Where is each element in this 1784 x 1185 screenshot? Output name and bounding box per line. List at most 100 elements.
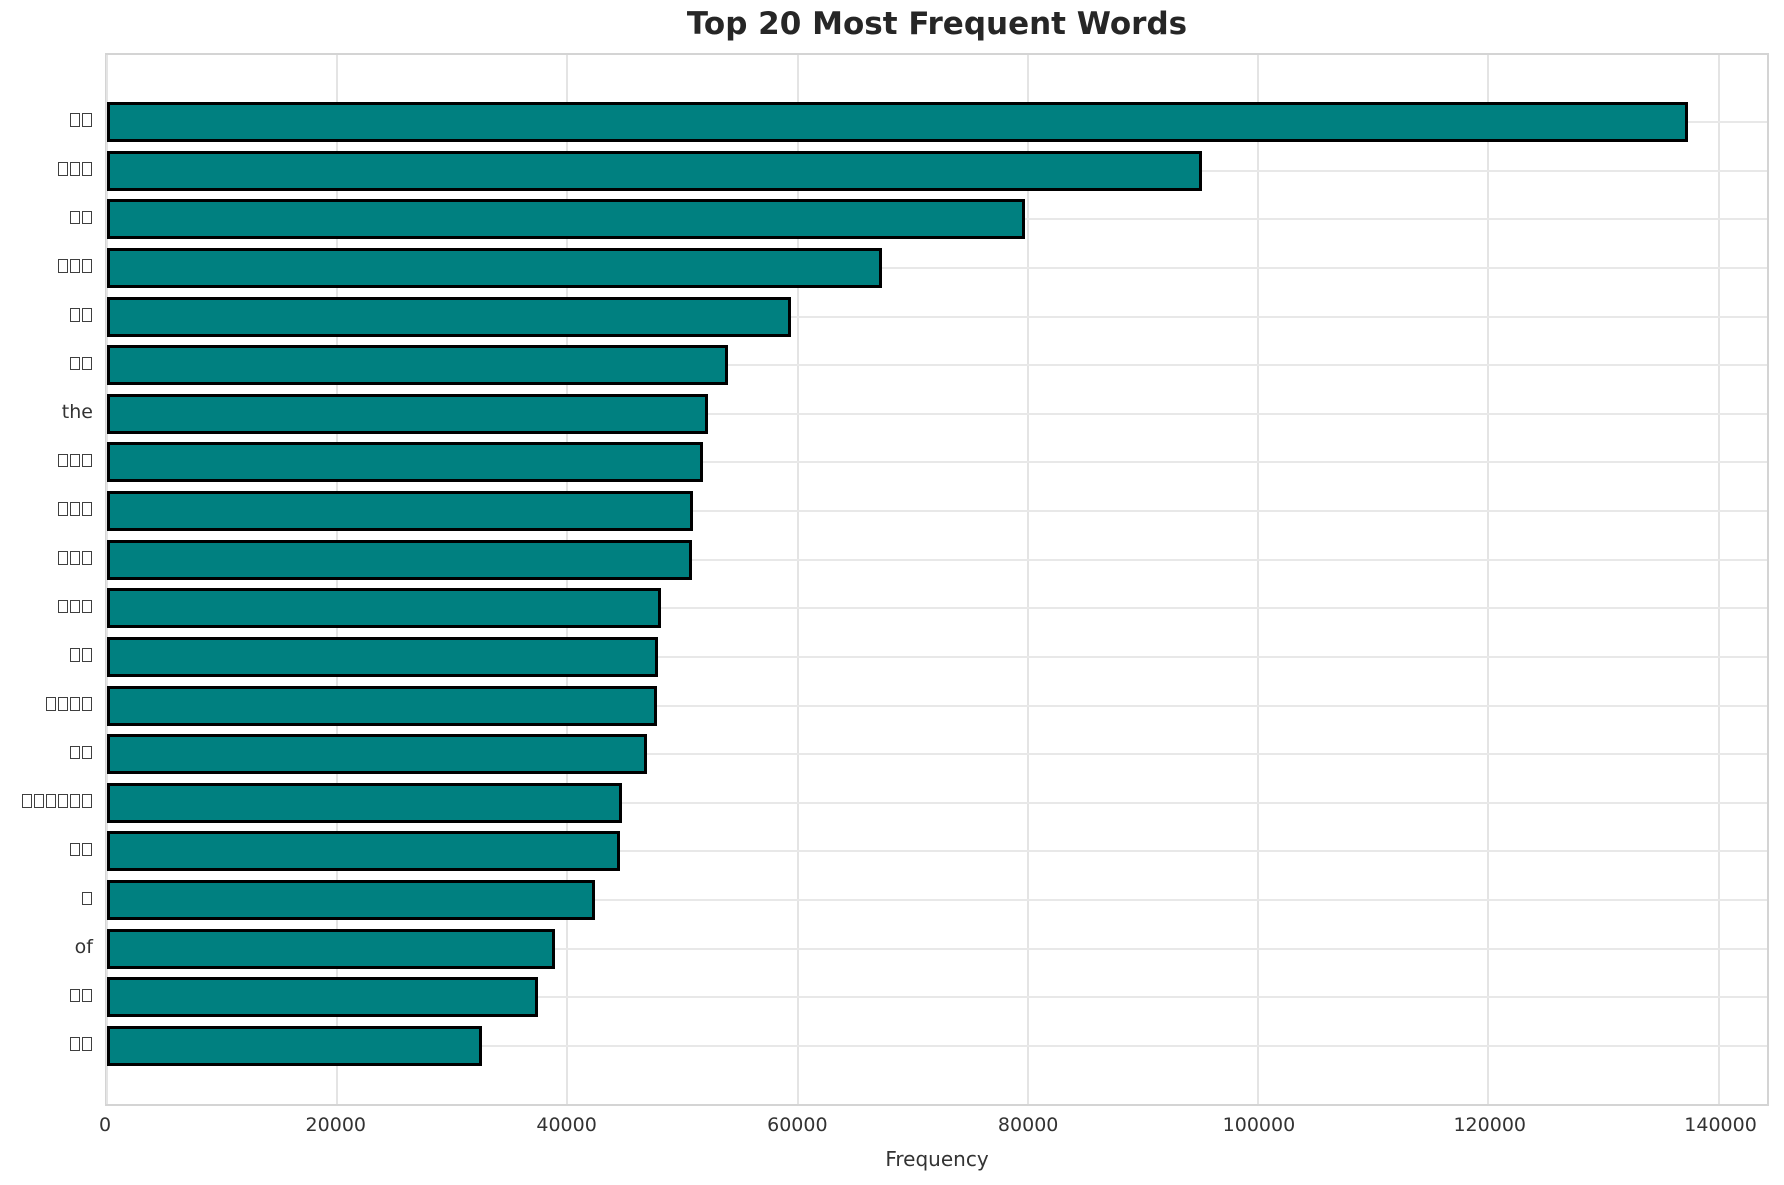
x-axis-tick-label: 0: [98, 1114, 112, 1136]
missing-glyph-box: [82, 648, 92, 662]
bar: [107, 345, 729, 386]
chart-title: Top 20 Most Frequent Words: [686, 6, 1188, 42]
vertical-gridline: [1257, 55, 1260, 1104]
y-axis-label: of: [74, 935, 93, 958]
missing-glyph-box: [46, 696, 56, 711]
vertical-gridline: [1026, 55, 1029, 1104]
missing-glyph-box: [82, 210, 92, 225]
horizontal-gridline: [107, 461, 1767, 464]
horizontal-gridline: [107, 655, 1767, 658]
horizontal-gridline: [107, 801, 1767, 804]
y-axis-label: [45, 689, 93, 719]
missing-glyph-box: [82, 113, 92, 127]
missing-glyph-box: [82, 453, 92, 468]
horizontal-gridline: [107, 315, 1767, 318]
bar: [107, 685, 658, 726]
missing-glyph-box: [70, 794, 80, 808]
bar: [107, 1026, 483, 1066]
horizontal-gridline: [107, 947, 1767, 950]
y-axis-label: [69, 105, 93, 135]
missing-glyph-box: [70, 162, 80, 176]
missing-glyph-box: [58, 162, 68, 176]
bar: [107, 734, 647, 775]
bar: [107, 393, 708, 434]
y-axis-label: [69, 202, 93, 232]
x-axis-tick-labels: 0 20000 40000 60000 80000 100000 120000 140000: [99, 1114, 1769, 1140]
missing-glyph-box: [70, 453, 80, 468]
x-axis-tick-label: 60000: [767, 1114, 828, 1136]
horizontal-gridline: [107, 412, 1767, 415]
bar: [107, 928, 555, 969]
y-axis-label: the: [61, 400, 93, 423]
bar: [107, 102, 1688, 142]
missing-glyph-box: [70, 356, 80, 371]
missing-glyph-box: [82, 745, 92, 760]
x-axis-tick-label: 120000: [1453, 1114, 1526, 1136]
bar: [107, 491, 693, 532]
missing-glyph-box: [58, 696, 68, 711]
horizontal-gridline: [107, 266, 1767, 269]
horizontal-gridline: [107, 850, 1767, 853]
missing-glyph-box: [34, 794, 44, 808]
x-axis-tick-label: 100000: [1222, 1114, 1296, 1136]
bar: [107, 296, 791, 337]
horizontal-gridline: [107, 899, 1767, 902]
x-axis-tick-label: 40000: [536, 1114, 597, 1136]
x-axis-tick-label: 80000: [997, 1114, 1059, 1136]
horizontal-gridline: [107, 996, 1767, 999]
horizontal-gridline: [107, 364, 1767, 367]
missing-glyph-box: [82, 891, 92, 906]
bar: [107, 880, 596, 921]
bar: [107, 442, 703, 483]
y-axis-label: [57, 445, 93, 475]
missing-glyph-box: [82, 599, 92, 614]
bar: [107, 977, 539, 1018]
missing-glyph-box: [58, 453, 68, 468]
missing-glyph-box: [22, 794, 32, 808]
horizontal-gridline: [107, 1045, 1767, 1047]
y-axis-labels: the of: [0, 53, 93, 1106]
y-axis-label: [21, 786, 93, 816]
bar: [107, 831, 621, 872]
y-axis-label: [57, 543, 93, 573]
missing-glyph-box: [70, 210, 80, 225]
missing-glyph-box: [70, 113, 80, 127]
missing-glyph-box: [70, 988, 80, 1003]
missing-glyph-box: [70, 1037, 80, 1051]
missing-glyph-box: [58, 599, 68, 614]
bar: [107, 588, 661, 629]
bar: [107, 636, 658, 677]
missing-glyph-box: [58, 551, 68, 565]
y-axis-label: [57, 591, 93, 621]
vertical-gridline: [1717, 55, 1720, 1104]
missing-glyph-box: [70, 648, 80, 662]
missing-glyph-box: [82, 502, 92, 517]
missing-glyph-box: [82, 988, 92, 1003]
missing-glyph-box: [70, 259, 80, 273]
bar: [107, 247, 882, 288]
missing-glyph-box: [82, 259, 92, 273]
missing-glyph-box: [70, 842, 80, 857]
plot-area: [105, 53, 1769, 1106]
missing-glyph-box: [82, 162, 92, 176]
missing-glyph-box: [82, 1037, 92, 1051]
missing-glyph-box: [82, 356, 92, 371]
horizontal-gridline: [107, 558, 1767, 561]
x-axis-title: Frequency: [885, 1147, 989, 1171]
missing-glyph-box: [82, 551, 92, 565]
y-axis-label: [57, 154, 93, 184]
y-axis-label: [69, 1029, 93, 1059]
horizontal-gridline: [107, 704, 1767, 707]
missing-glyph-box: [70, 599, 80, 614]
y-axis-label: [69, 300, 93, 330]
missing-glyph-box: [70, 745, 80, 760]
y-axis-label: [69, 834, 93, 864]
y-axis-label: [69, 348, 93, 378]
horizontal-gridline: [107, 607, 1767, 610]
missing-glyph-box: [82, 794, 92, 808]
missing-glyph-box: [70, 551, 80, 565]
y-axis-label: [69, 640, 93, 670]
bar: [107, 199, 1026, 240]
bar: [107, 782, 623, 823]
